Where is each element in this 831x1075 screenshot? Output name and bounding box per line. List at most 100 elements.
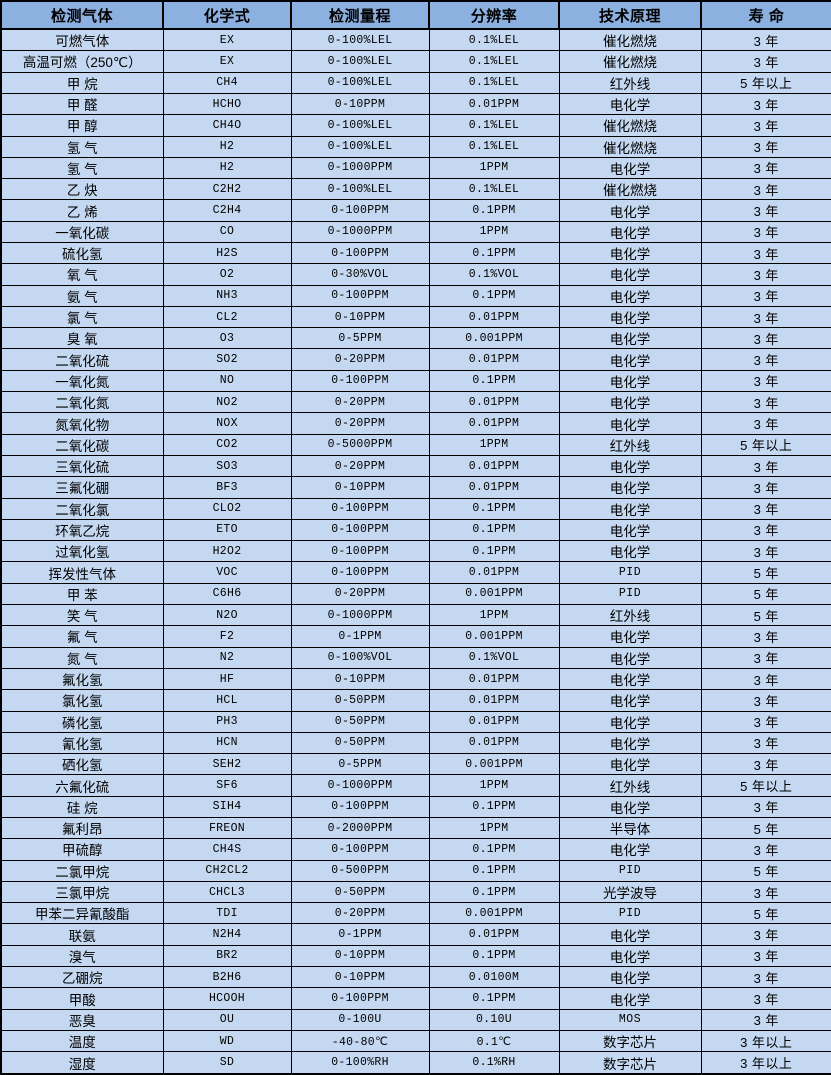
cell-life: 3 年: [700, 241, 831, 265]
column-header-resolution: 分辨率: [428, 0, 560, 30]
cell-gas: 硒化氢: [0, 753, 164, 776]
cell-principle: PID: [558, 561, 702, 584]
table-row: 湿度 SD 0-100%RH 0.1%RH 数字芯片 3 年以上: [0, 1051, 831, 1075]
cell-resolution: 0.1%LEL: [428, 50, 560, 73]
cell-resolution: 1PPM: [428, 156, 560, 180]
cell-principle: 电化学: [558, 369, 702, 393]
cell-range: 0-100%LEL: [290, 114, 430, 137]
cell-formula: SO2: [162, 348, 292, 371]
cell-gas: 甲 醛: [0, 92, 164, 116]
cell-formula: OU: [162, 1008, 292, 1031]
cell-life: 3 年: [700, 199, 831, 222]
table-row: 氰化氢 HCN 0-50PPM 0.01PPM 电化学 3 年: [0, 731, 831, 755]
cell-gas: 硫化氢: [0, 241, 164, 265]
cell-range: 0-100%LEL: [290, 178, 430, 201]
cell-gas: 硅 烷: [0, 795, 164, 819]
cell-formula: N2H4: [162, 923, 292, 946]
table-row: 硅 烷 SIH4 0-100PPM 0.1PPM 电化学 3 年: [0, 795, 831, 819]
cell-gas: 二氧化氯: [0, 497, 164, 520]
cell-resolution: 0.01PPM: [428, 348, 560, 371]
cell-formula: CLO2: [162, 497, 292, 520]
cell-life: 3 年: [700, 838, 831, 861]
cell-gas: 乙 烯: [0, 199, 164, 222]
table-row: 乙硼烷 B2H6 0-10PPM 0.0100M 电化学 3 年: [0, 966, 831, 989]
table-row: 氟 气 F2 0-1PPM 0.001PPM 电化学 3 年: [0, 625, 831, 648]
cell-life: 3 年: [700, 454, 831, 478]
table-row: 甲硫醇 CH4S 0-100PPM 0.1PPM 电化学 3 年: [0, 838, 831, 861]
cell-formula: N2O: [162, 604, 292, 627]
cell-formula: TDI: [162, 902, 292, 925]
cell-resolution: 0.1%LEL: [428, 71, 560, 94]
cell-life: 3 年: [700, 92, 831, 116]
cell-formula: HCL: [162, 689, 292, 712]
table-row: 臭 氧 O3 0-5PPM 0.001PPM 电化学 3 年: [0, 327, 831, 350]
cell-life: 3 年: [700, 391, 831, 414]
table-row: 甲酸 HCOOH 0-100PPM 0.1PPM 电化学 3 年: [0, 987, 831, 1010]
cell-principle: 电化学: [558, 540, 702, 563]
cell-principle: 红外线: [558, 604, 702, 627]
cell-resolution: 0.1PPM: [428, 369, 560, 393]
cell-principle: 电化学: [558, 753, 702, 776]
cell-gas: 三氟化硼: [0, 476, 164, 499]
cell-formula: C6H6: [162, 582, 292, 606]
cell-gas: 氟利昂: [0, 816, 164, 840]
cell-formula: O2: [162, 263, 292, 286]
cell-principle: 电化学: [558, 795, 702, 819]
cell-range: 0-1PPM: [290, 625, 430, 648]
cell-principle: 电化学: [558, 220, 702, 243]
cell-range: 0-100PPM: [290, 795, 430, 819]
cell-life: 3 年: [700, 710, 831, 733]
cell-life: 3 年: [700, 327, 831, 350]
cell-life: 3 年: [700, 731, 831, 755]
table-row: 联氨 N2H4 0-1PPM 0.01PPM 电化学 3 年: [0, 923, 831, 946]
cell-principle: 电化学: [558, 391, 702, 414]
cell-resolution: 0.1%RH: [428, 1051, 560, 1075]
cell-formula: CH4: [162, 71, 292, 94]
cell-range: 0-100U: [290, 1008, 430, 1031]
cell-range: 0-100PPM: [290, 497, 430, 520]
cell-formula: SO3: [162, 454, 292, 478]
table-row: 溴气 BR2 0-10PPM 0.1PPM 电化学 3 年: [0, 944, 831, 968]
cell-resolution: 0.01PPM: [428, 731, 560, 755]
cell-life: 3 年: [700, 987, 831, 1010]
cell-resolution: 0.01PPM: [428, 391, 560, 414]
cell-gas: 氨 气: [0, 284, 164, 307]
cell-formula: NH3: [162, 284, 292, 307]
cell-life: 3 年: [700, 369, 831, 393]
cell-formula: CO: [162, 220, 292, 243]
cell-gas: 氟 气: [0, 625, 164, 648]
table-row: 三氧化硫 SO3 0-20PPM 0.01PPM 电化学 3 年: [0, 454, 831, 478]
table-row: 挥发性气体 VOC 0-100PPM 0.01PPM PID 5 年: [0, 561, 831, 584]
cell-range: 0-30%VOL: [290, 263, 430, 286]
cell-resolution: 0.1PPM: [428, 199, 560, 222]
cell-life: 3 年: [700, 263, 831, 286]
cell-life: 3 年: [700, 220, 831, 243]
table-row: 甲 烷 CH4 0-100%LEL 0.1%LEL 红外线 5 年以上: [0, 71, 831, 94]
table-body: 可燃气体 EX 0-100%LEL 0.1%LEL 催化燃烧 3 年高温可燃（250℃） E…: [0, 28, 831, 1075]
cell-range: 0-20PPM: [290, 412, 430, 435]
column-header-principle: 技术原理: [558, 0, 702, 30]
cell-formula: NOX: [162, 412, 292, 435]
cell-formula: NO2: [162, 391, 292, 414]
cell-life: 3 年: [700, 753, 831, 776]
cell-resolution: 0.1PPM: [428, 284, 560, 307]
cell-range: 0-10PPM: [290, 476, 430, 499]
cell-resolution: 0.1%LEL: [428, 28, 560, 52]
cell-resolution: 0.1PPM: [428, 540, 560, 563]
column-header-life: 寿 命: [700, 0, 831, 30]
cell-life: 5 年: [700, 561, 831, 584]
cell-resolution: 0.01PPM: [428, 476, 560, 499]
cell-gas: 臭 氧: [0, 327, 164, 350]
table-row: 一氧化氮 NO 0-100PPM 0.1PPM 电化学 3 年: [0, 369, 831, 393]
cell-formula: HCOOH: [162, 987, 292, 1010]
cell-life: 3 年: [700, 966, 831, 989]
table-row: 恶臭 OU 0-100U 0.10U MOS 3 年: [0, 1008, 831, 1031]
cell-formula: WD: [162, 1029, 292, 1053]
table-row: 六氟化硫 SF6 0-1000PPM 1PPM 红外线 5 年以上: [0, 774, 831, 797]
column-header-formula: 化学式: [162, 0, 292, 30]
table-row: 氯 气 CL2 0-10PPM 0.01PPM 电化学 3 年: [0, 305, 831, 329]
cell-principle: 红外线: [558, 71, 702, 94]
cell-principle: 电化学: [558, 710, 702, 733]
cell-formula: HF: [162, 667, 292, 691]
